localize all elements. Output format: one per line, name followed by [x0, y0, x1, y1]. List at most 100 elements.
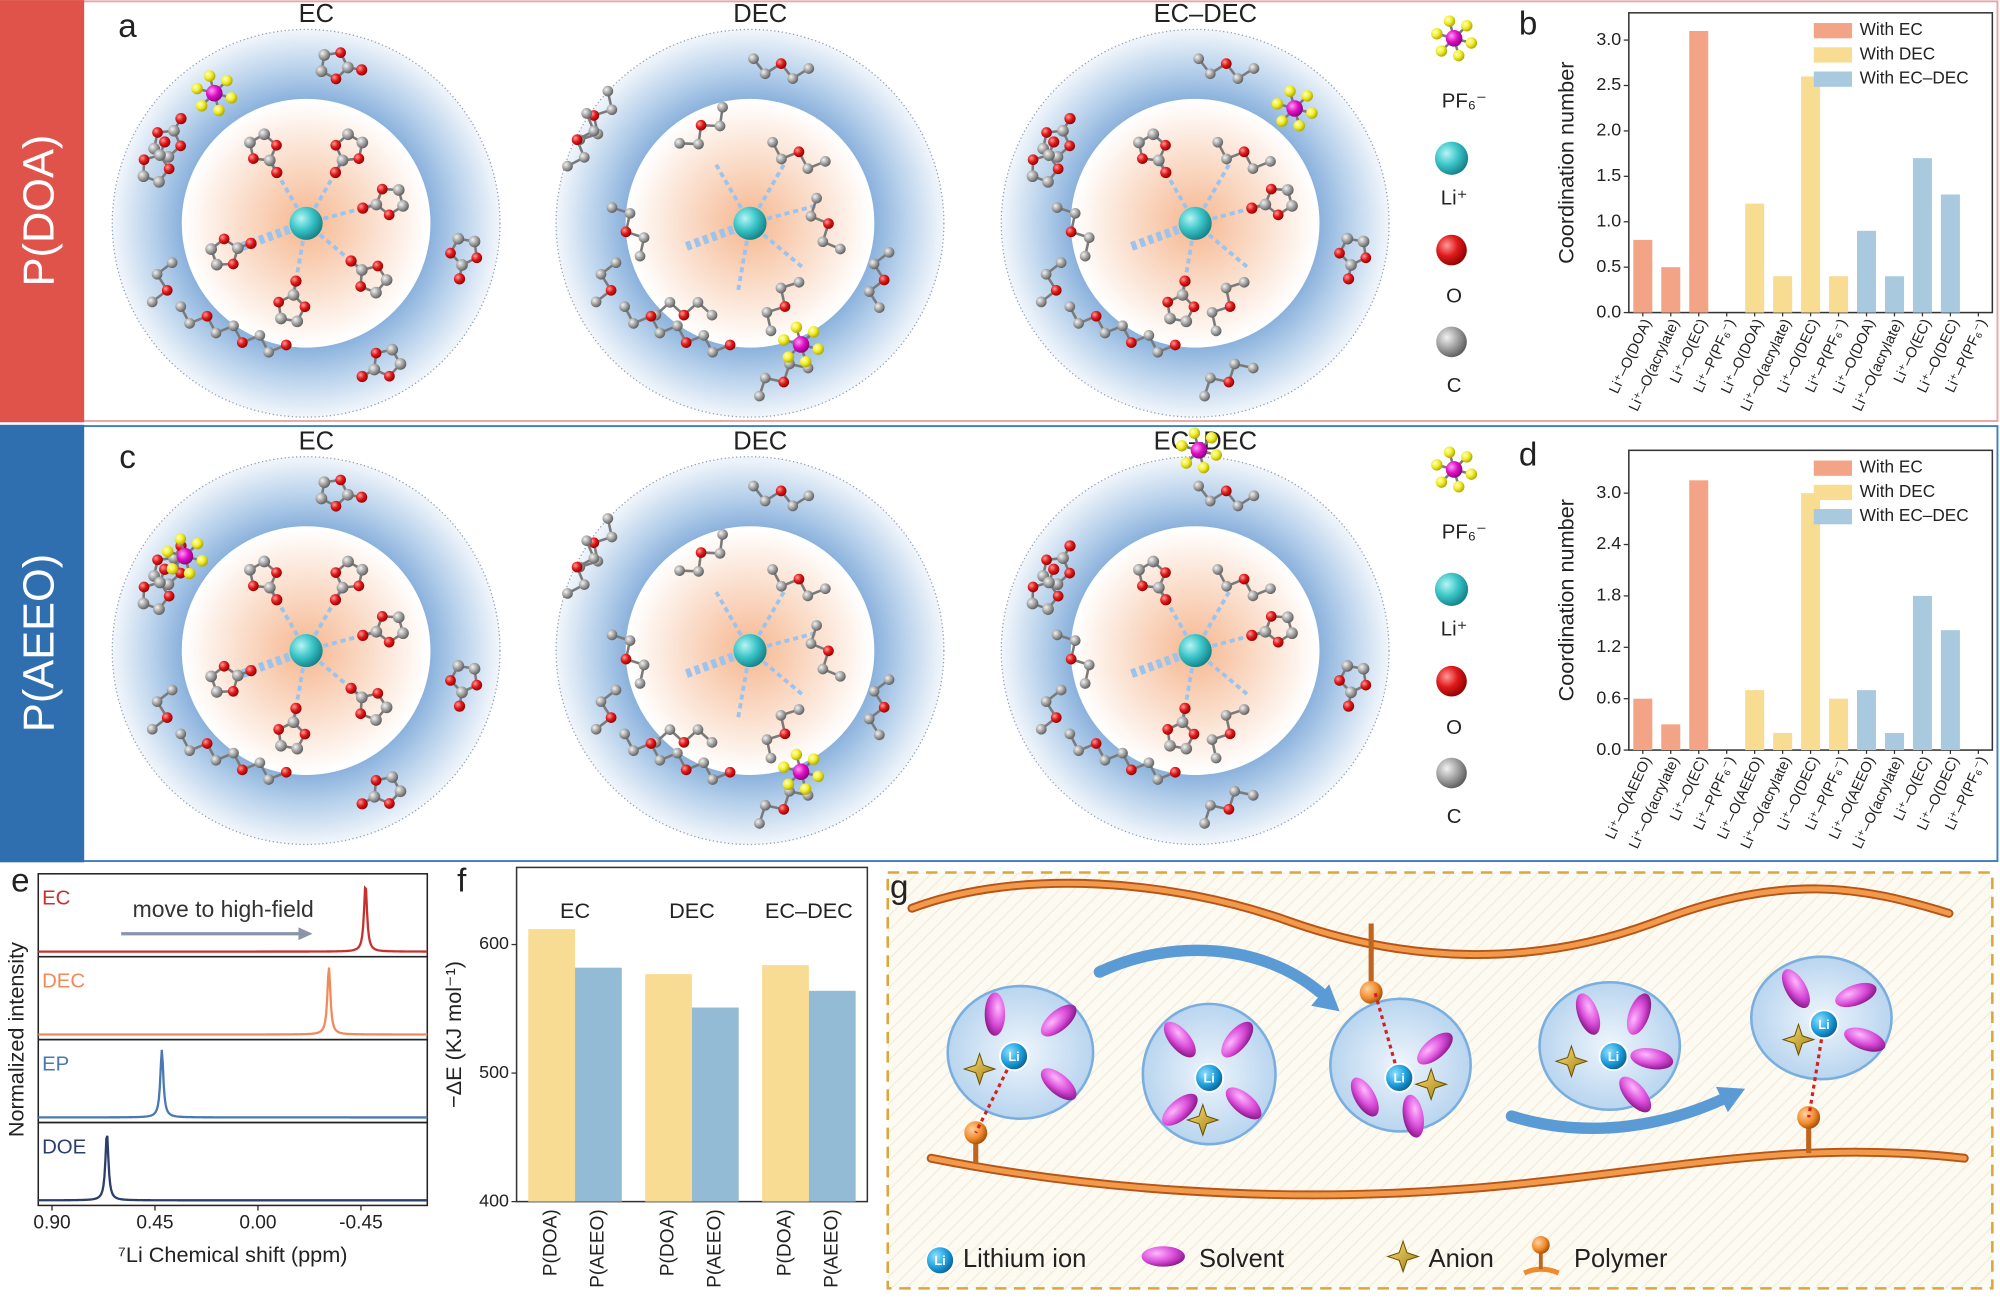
bar [1689, 480, 1709, 751]
legend-swatch [1813, 484, 1853, 501]
atom [606, 629, 618, 641]
atom [227, 685, 239, 697]
solvent [1161, 1093, 1198, 1126]
solvent [1221, 1021, 1254, 1058]
atom [1133, 563, 1145, 576]
atom [634, 250, 646, 262]
atom [1443, 446, 1456, 458]
atom [271, 594, 283, 606]
atom [1210, 449, 1222, 461]
atom [606, 531, 618, 543]
diagram-title: EC [299, 0, 334, 28]
atom [628, 745, 639, 757]
atom [195, 100, 208, 112]
legend-label: Solvent [1199, 1245, 1284, 1273]
atom [1212, 564, 1224, 575]
atom [802, 590, 814, 602]
atom [807, 326, 820, 338]
atom [1099, 754, 1111, 766]
atom [1027, 154, 1039, 166]
atom [620, 226, 632, 238]
atom [878, 701, 890, 713]
atom [1204, 495, 1216, 507]
atom [1083, 659, 1095, 671]
atom [1220, 58, 1232, 69]
atom [290, 702, 302, 714]
spectrum-line [38, 1049, 428, 1119]
atom [619, 728, 630, 740]
atom [1293, 120, 1306, 132]
atom [287, 716, 300, 729]
atom [231, 669, 244, 682]
atom [355, 281, 367, 292]
atom [733, 634, 767, 668]
atom [146, 296, 158, 308]
atom [817, 236, 829, 248]
atom [1229, 785, 1241, 797]
solvent [1575, 993, 1601, 1035]
atom [605, 712, 617, 723]
atom [275, 312, 287, 325]
atom [748, 53, 759, 65]
bar [1801, 493, 1821, 751]
legend-swatch [1813, 23, 1853, 39]
atom [595, 696, 607, 707]
atom [1247, 163, 1259, 174]
atom [1147, 555, 1160, 568]
atom [1357, 235, 1370, 248]
solvent [1630, 1048, 1674, 1070]
bar [1689, 30, 1709, 313]
atom [778, 376, 790, 388]
atom [765, 325, 777, 337]
solvent [1402, 1094, 1424, 1138]
bar [1857, 690, 1877, 751]
atom [236, 764, 248, 776]
atom [1212, 136, 1224, 148]
atom [175, 301, 187, 312]
atom [1199, 817, 1210, 829]
atom [227, 258, 239, 270]
bar [691, 1007, 739, 1202]
atom [394, 358, 407, 370]
atom [1445, 30, 1463, 47]
atom [790, 321, 803, 333]
atom [834, 243, 846, 255]
atom [356, 64, 368, 76]
atom [819, 583, 831, 595]
atom [1043, 149, 1055, 162]
atom [1164, 739, 1176, 752]
atom [588, 125, 600, 137]
atom [811, 620, 822, 631]
atom [717, 529, 728, 540]
row-bar [0, 424, 85, 863]
atom [330, 73, 342, 85]
atom [628, 318, 639, 329]
atom [335, 47, 346, 58]
atom [468, 235, 481, 248]
atom [1247, 362, 1259, 374]
atom [353, 153, 365, 164]
solvent [1417, 1032, 1453, 1065]
atom [1180, 457, 1193, 469]
bar [1912, 595, 1932, 751]
atom [370, 286, 382, 299]
atom [456, 259, 468, 271]
atom [151, 268, 163, 280]
atom [161, 545, 174, 558]
atom [289, 634, 323, 668]
atom [1190, 442, 1208, 459]
atom [606, 104, 618, 116]
atom [1286, 627, 1298, 640]
annotation: move to high-field [133, 896, 314, 922]
atom [210, 258, 223, 271]
atom [318, 49, 331, 61]
atom [203, 70, 216, 82]
solvent [1619, 1076, 1652, 1113]
atom [453, 273, 466, 285]
solvent [984, 992, 1006, 1036]
atom [163, 590, 175, 602]
atom [254, 330, 266, 341]
atom [356, 370, 368, 383]
atom [210, 754, 222, 766]
bar [645, 974, 692, 1202]
